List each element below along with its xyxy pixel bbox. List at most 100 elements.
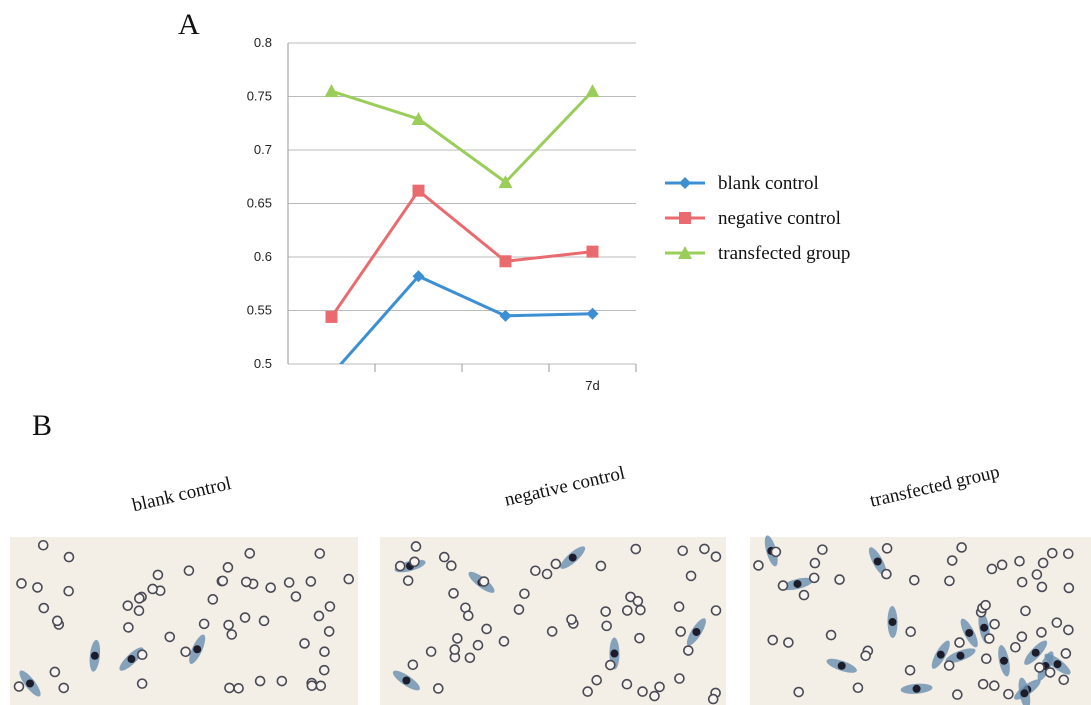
pore — [622, 680, 631, 689]
pore — [260, 616, 269, 625]
nucleus — [980, 624, 988, 632]
pore — [700, 544, 709, 553]
marker — [326, 311, 338, 323]
pore — [225, 683, 234, 692]
pore — [124, 623, 133, 632]
y-tick-label: 0.65 — [247, 196, 272, 211]
pore — [987, 564, 996, 573]
marker — [325, 84, 339, 97]
nucleus — [1054, 660, 1062, 668]
pore — [1032, 570, 1041, 579]
pore — [543, 570, 552, 579]
pore — [827, 631, 836, 640]
pore — [982, 654, 991, 663]
pore — [325, 602, 334, 611]
legend-label: negative control — [718, 208, 841, 229]
pore — [1037, 628, 1046, 637]
pore — [411, 542, 420, 551]
pore — [153, 570, 162, 579]
pore — [123, 601, 132, 610]
pore — [835, 575, 844, 584]
pore — [948, 556, 957, 565]
pore — [520, 589, 529, 598]
pore — [450, 645, 459, 654]
pore — [779, 581, 788, 590]
pore — [687, 571, 696, 580]
pore — [427, 647, 436, 656]
marker — [587, 308, 599, 320]
pore — [200, 619, 209, 628]
pore — [882, 570, 891, 579]
pore — [300, 639, 309, 648]
pore — [291, 592, 300, 601]
nucleus — [1032, 649, 1040, 657]
nucleus — [402, 677, 410, 685]
pore — [224, 621, 233, 630]
pore — [59, 683, 68, 692]
pore — [861, 651, 870, 660]
pore — [134, 606, 143, 615]
pore — [551, 559, 560, 568]
y-tick-label: 0.5 — [254, 356, 272, 371]
pore — [1064, 625, 1073, 634]
pore — [633, 597, 642, 606]
pore — [711, 552, 720, 561]
legend-label: transfected group — [718, 243, 850, 264]
pore — [285, 578, 294, 587]
pore — [818, 545, 827, 554]
pore — [138, 650, 147, 659]
pore — [1059, 675, 1068, 684]
pore — [482, 624, 491, 633]
pore — [636, 606, 645, 615]
nucleus — [610, 650, 618, 658]
pore — [592, 676, 601, 685]
pore — [473, 641, 482, 650]
pore — [266, 583, 275, 592]
pore — [453, 634, 462, 643]
pore — [675, 674, 684, 683]
pore — [768, 636, 777, 645]
nucleus — [127, 655, 135, 663]
pore — [1064, 549, 1073, 558]
nucleus — [838, 662, 846, 670]
pore — [1011, 643, 1020, 652]
pore — [601, 607, 610, 616]
pore — [447, 561, 456, 570]
pore — [64, 587, 73, 596]
pore — [307, 681, 316, 690]
series-line — [332, 91, 593, 182]
pore — [315, 549, 324, 558]
legend-label: blank control — [718, 173, 819, 194]
pore — [684, 646, 693, 655]
pore — [906, 666, 915, 675]
pore — [1064, 583, 1073, 592]
pore — [945, 661, 954, 670]
nucleus — [956, 652, 964, 660]
pore — [1004, 690, 1013, 699]
nucleus — [1000, 657, 1008, 665]
marker — [679, 177, 691, 189]
pore — [810, 573, 819, 582]
pore — [440, 553, 449, 562]
pore — [1046, 668, 1055, 677]
pore — [53, 616, 62, 625]
pore — [631, 545, 640, 554]
pore — [320, 666, 329, 675]
pore — [1061, 649, 1070, 658]
pore — [306, 577, 315, 586]
pore — [712, 606, 721, 615]
pore — [316, 681, 325, 690]
nucleus — [965, 629, 973, 637]
pore — [623, 606, 632, 615]
pore — [256, 677, 265, 686]
y-tick-label: 0.75 — [247, 89, 272, 104]
pore — [218, 576, 227, 585]
pore — [1039, 558, 1048, 567]
pore — [800, 591, 809, 600]
pore — [548, 627, 557, 636]
pore — [650, 692, 659, 701]
pore — [810, 559, 819, 568]
series-line — [332, 276, 593, 374]
pore — [277, 677, 286, 686]
pore — [606, 661, 615, 670]
